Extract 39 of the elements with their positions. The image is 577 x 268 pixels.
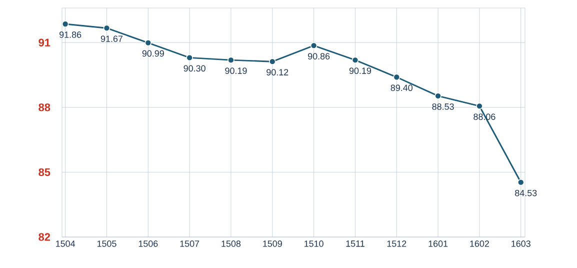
data-label: 90.30 [184,65,206,72]
point [228,56,234,64]
data-label: 90.86 [308,53,330,60]
point [517,178,524,186]
data-label: 90.19 [225,68,247,74]
data-label: 90.19 [349,68,372,74]
y-tick-label: 82 [38,233,50,241]
y-tick-label: 88 [38,104,50,112]
data-label: 88.53 [432,103,454,110]
point [352,56,359,64]
x-tick-label: 1508 [222,240,241,247]
data-label: 84.53 [515,190,537,196]
point [269,58,276,65]
data-label: 89.40 [390,84,412,92]
data-label: 90.12 [266,69,288,76]
data-label: 91.86 [60,32,82,38]
point [434,92,442,100]
x-tick-label: 1507 [180,240,200,247]
point [103,24,110,32]
x-tick-label: 1511 [346,240,364,247]
x-tick-label: 1504 [56,240,76,247]
x-tick-label: 1505 [97,240,116,247]
x-tick-label: 1506 [138,240,158,247]
x-tick-label: 1510 [304,240,324,247]
point [393,74,400,81]
x-tick-label: 1603 [512,240,530,247]
y-tick-label: 85 [38,168,50,176]
x-tick-label: 1601 [428,240,448,247]
x-tick-label: 1512 [387,240,406,247]
point [310,42,318,49]
point [144,39,152,46]
y-tick-label: 91 [38,38,50,46]
data-label: 91.67 [100,36,122,42]
x-tick-label: 1602 [470,240,489,247]
point [62,20,69,28]
point [186,54,193,62]
point [476,102,483,110]
data-label: 90.99 [142,50,164,57]
x-tick-label: 1509 [263,240,282,247]
